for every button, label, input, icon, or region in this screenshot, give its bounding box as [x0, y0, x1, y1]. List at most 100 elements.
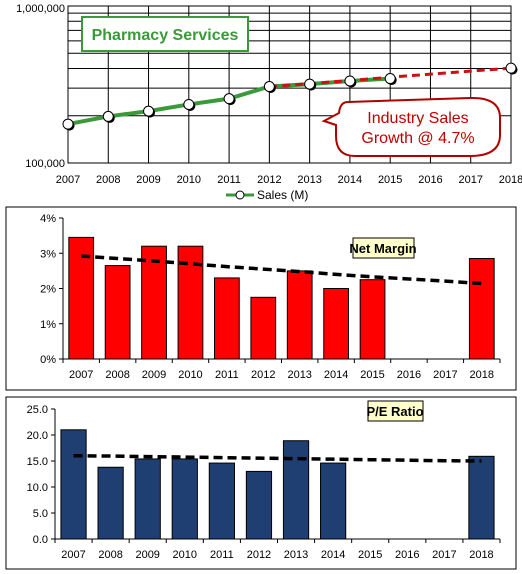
bar-2015 — [359, 279, 386, 360]
x-tick-label: 2014 — [321, 549, 345, 561]
data-point — [102, 110, 114, 122]
bar-2014 — [323, 288, 350, 360]
chart3-title: P/E Ratio — [366, 404, 423, 419]
chart1-title: Pharmacy Services — [92, 27, 239, 44]
x-tick-label: 2009 — [135, 549, 159, 561]
x-tick-label: 2009 — [142, 369, 166, 381]
x-tick-label: 2012 — [257, 174, 281, 186]
y-tick-label: 20.0 — [27, 430, 48, 442]
annotation-line1: Industry Sales — [367, 110, 468, 127]
chart1: 100,000 1,000,000 2007 2008 2009 2010 2011 2012… — [16, 3, 522, 202]
bar-2008 — [104, 265, 131, 360]
data-point — [384, 73, 396, 85]
chart3-title-box — [367, 400, 424, 422]
y-tick-label: 5.0 — [33, 508, 48, 520]
x-tick-label: 2018 — [470, 369, 494, 381]
bar-2012 — [250, 296, 277, 360]
bar-2018 — [468, 455, 495, 540]
chart1-axes: 100,000 1,000,000 2007 2008 2009 2010 2011 2012… — [16, 3, 522, 186]
bar-2013 — [286, 270, 313, 360]
x-tick-label: 2012 — [247, 549, 271, 561]
chart2-trend — [81, 254, 482, 286]
x-tick-label: 2015 — [378, 174, 402, 186]
data-point — [62, 118, 74, 130]
x-tick-label: 2011 — [215, 369, 239, 381]
chart3-bars — [60, 429, 495, 540]
chart2-bars — [68, 236, 495, 360]
x-tick-label: 2015 — [360, 369, 384, 381]
data-point — [344, 75, 356, 87]
data-point — [263, 81, 275, 93]
chart2-axes: 0% 1% 2% 3% 4% 2007 2008 2009 2010 2011 2012 2013 20… — [40, 213, 501, 381]
bar-2009 — [141, 245, 167, 360]
x-tick-label: 2011 — [217, 174, 241, 186]
bar-2009 — [134, 458, 161, 540]
x-tick-label: 2016 — [397, 369, 421, 381]
bar-2010 — [171, 458, 198, 540]
x-tick-label: 2016 — [395, 549, 419, 561]
legend-label-sales: Sales (M) — [257, 188, 308, 202]
x-tick-label: 2010 — [173, 549, 197, 561]
y-tick-label: 1,000,000 — [16, 3, 65, 15]
chart1-legend: Sales (M) — [226, 188, 308, 202]
chart3: 0.0 5.0 10.0 15.0 20.0 25.0 2007 2008 2009 2010 20… — [5, 396, 517, 570]
y-tick-label: 25.0 — [27, 404, 48, 416]
x-tick-label: 2014 — [324, 369, 348, 381]
bar-2018 — [468, 258, 495, 360]
x-tick-label: 2010 — [178, 369, 202, 381]
y-tick-label: 0% — [40, 354, 56, 366]
y-tick-label: 100,000 — [25, 158, 65, 170]
x-tick-label: 2008 — [98, 549, 122, 561]
data-point — [183, 98, 195, 110]
x-tick-label: 2017 — [432, 549, 456, 561]
x-tick-label: 2013 — [284, 549, 308, 561]
x-tick-label: 2018 — [469, 549, 493, 561]
x-tick-label: 2013 — [297, 174, 321, 186]
bar-2013 — [282, 440, 310, 540]
bar-2007 — [60, 429, 87, 540]
chart3-axes: 0.0 5.0 10.0 15.0 20.0 25.0 2007 2008 2009 2010 20… — [27, 404, 501, 561]
bar-2008 — [97, 466, 124, 540]
chart3-trend — [73, 454, 482, 463]
x-tick-label: 2008 — [96, 174, 120, 186]
y-tick-label: 3% — [40, 248, 56, 260]
data-point — [505, 62, 517, 74]
x-tick-label: 2008 — [105, 369, 129, 381]
legend-marker — [235, 190, 245, 200]
x-tick-label: 2016 — [418, 174, 442, 186]
chart2-title: Net Margin — [349, 241, 416, 256]
trend-line — [81, 254, 482, 286]
y-tick-label: 4% — [40, 213, 56, 225]
x-tick-label: 2012 — [251, 369, 275, 381]
annotation-callout: Industry Sales Growth @ 4.7% — [321, 96, 501, 157]
bar-2011 — [208, 462, 235, 540]
y-tick-label: 2% — [40, 284, 56, 296]
x-tick-label: 2007 — [61, 549, 85, 561]
y-tick-label: 0.0 — [33, 534, 48, 546]
x-tick-label: 2010 — [177, 174, 201, 186]
x-tick-label: 2013 — [287, 369, 311, 381]
chart1-title-box — [81, 16, 249, 52]
x-tick-label: 2007 — [69, 369, 93, 381]
chart2: 0% 1% 2% 3% 4% 2007 2008 2009 2010 2011 2012 2013 20… — [5, 206, 517, 391]
y-tick-label: 10.0 — [27, 482, 48, 494]
data-point — [143, 105, 155, 117]
trend-line — [73, 454, 482, 463]
chart2-title-box — [352, 237, 415, 259]
data-point — [304, 78, 316, 90]
y-tick-label: 15.0 — [27, 456, 48, 468]
x-tick-label: 2015 — [358, 549, 382, 561]
bar-2012 — [245, 470, 273, 540]
bar-2014 — [320, 462, 347, 540]
annotation-callout-shape — [321, 96, 501, 157]
x-tick-label: 2017 — [433, 369, 457, 381]
x-tick-label: 2014 — [338, 174, 362, 186]
chart1-points — [62, 62, 518, 131]
x-tick-label: 2009 — [136, 174, 160, 186]
x-tick-label: 2007 — [56, 174, 80, 186]
annotation-line2: Growth @ 4.7% — [361, 130, 474, 147]
x-tick-label: 2018 — [499, 174, 522, 186]
bar-2011 — [213, 277, 240, 360]
data-point — [223, 93, 235, 105]
